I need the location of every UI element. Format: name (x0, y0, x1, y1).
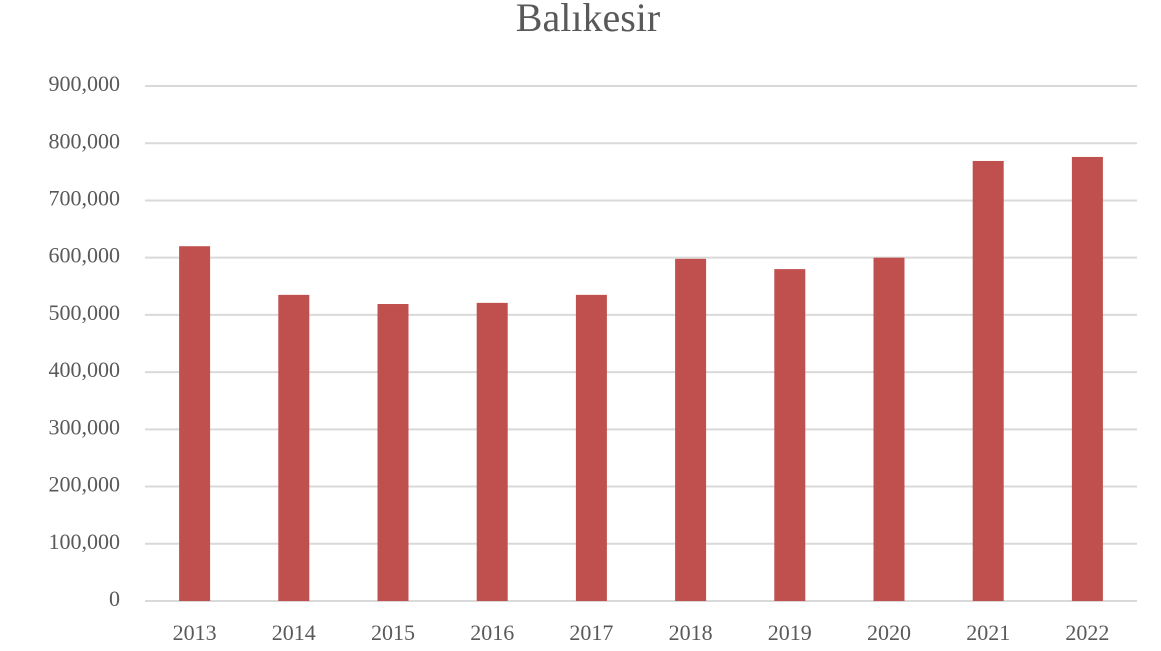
bar (1071, 156, 1103, 601)
x-tick-label: 2021 (966, 620, 1010, 645)
bar (774, 269, 806, 601)
y-tick-label: 900,000 (49, 71, 121, 96)
y-tick-label: 700,000 (49, 185, 121, 210)
y-tick-label: 500,000 (49, 300, 121, 325)
bar (278, 294, 310, 601)
chart-title: Balıkesir (516, 0, 660, 40)
y-tick-label: 200,000 (49, 472, 121, 497)
y-tick-label: 0 (109, 586, 120, 611)
y-tick-label: 400,000 (49, 357, 121, 382)
x-tick-label: 2016 (470, 620, 514, 645)
x-tick-label: 2020 (867, 620, 911, 645)
y-tick-label: 100,000 (49, 529, 121, 554)
bar (972, 160, 1004, 601)
bar (575, 294, 607, 601)
x-tick-label: 2014 (272, 620, 316, 645)
bar (675, 258, 707, 601)
bar (873, 257, 905, 601)
y-tick-label: 800,000 (49, 128, 121, 153)
y-tick-label: 300,000 (49, 414, 121, 439)
bar (179, 246, 211, 601)
x-tick-label: 2018 (669, 620, 713, 645)
x-tick-label: 2019 (768, 620, 812, 645)
bar (476, 302, 508, 601)
y-tick-label: 600,000 (49, 243, 121, 268)
x-tick-label: 2017 (569, 620, 613, 645)
x-tick-label: 2015 (371, 620, 415, 645)
x-tick-label: 2013 (173, 620, 217, 645)
bar (377, 304, 409, 601)
x-tick-label: 2022 (1065, 620, 1109, 645)
